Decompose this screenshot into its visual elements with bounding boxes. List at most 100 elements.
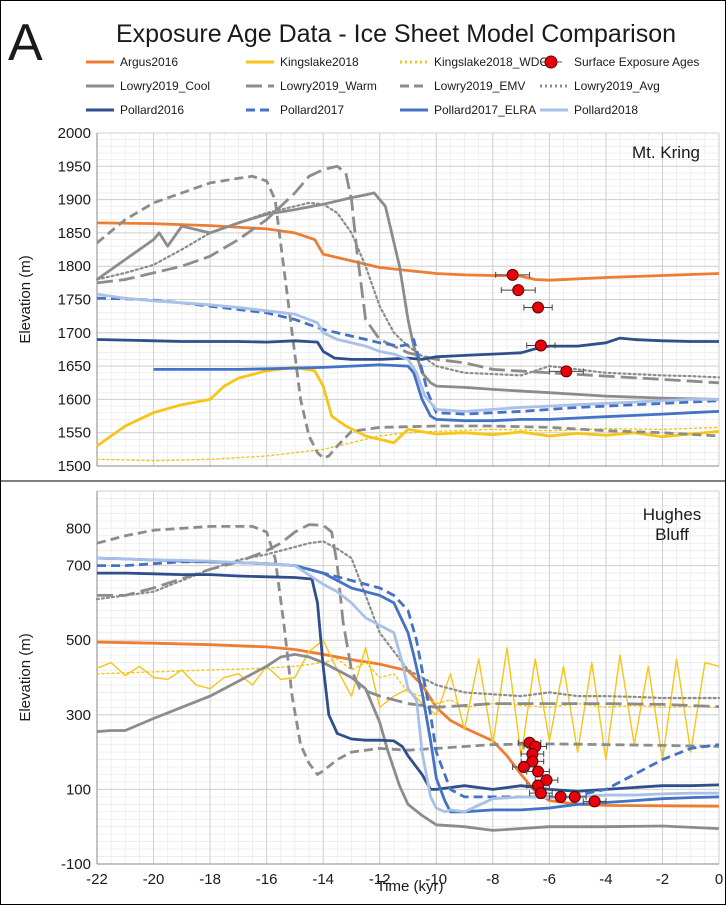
series-line-pollard2017-elra — [153, 363, 720, 423]
y-tick-label: 1550 — [58, 425, 91, 442]
site-label-mt-kring: Mt. Kring — [632, 143, 700, 162]
series-line-pollard2018 — [96, 292, 719, 413]
series-line-pollard2017 — [96, 296, 720, 416]
series-line-kingslake2018 — [96, 365, 720, 448]
x-tick-label: -10 — [425, 871, 447, 888]
exposure-age-point — [588, 795, 601, 808]
y-tick-label: 300 — [66, 707, 91, 724]
legend-item: Surface Exposure Ages — [540, 55, 699, 69]
y-tick-label: 1900 — [58, 192, 91, 209]
series-line-lowry2019-emv — [96, 174, 720, 460]
exposure-age-point — [512, 284, 525, 297]
legend-label: Surface Exposure Ages — [574, 55, 699, 69]
y-tick-label: 1800 — [58, 258, 91, 275]
exposure-age-point — [534, 787, 547, 800]
x-tick-label: -6 — [543, 871, 556, 888]
x-tick-label: -18 — [199, 871, 221, 888]
y-ticks-top: 1500 1550 1600 1650 1700 1750 1800 1850 1900 1950… — [58, 125, 91, 475]
x-tick-label: -8 — [486, 871, 499, 888]
panel-letter: A — [8, 14, 43, 72]
series-line-lowry2019-emv — [96, 525, 720, 776]
legend-label: Lowry2019_Cool — [120, 79, 210, 93]
legend-label: Argus2016 — [120, 55, 178, 69]
exposure-ages-bottom — [512, 736, 607, 808]
legend-item: Pollard2016 — [86, 103, 184, 117]
series-line-lowry2019-avg — [95, 540, 721, 700]
y-tick-label: 1600 — [58, 391, 91, 408]
x-tick-label: -16 — [256, 871, 278, 888]
series-line-pollard2016 — [97, 571, 720, 793]
legend-item: Kingslake2018_WDC — [400, 55, 548, 69]
series-line-lowry2019-warm — [96, 164, 720, 385]
legend-item: Pollard2018 — [540, 103, 638, 117]
x-tick-label: -22 — [86, 871, 108, 888]
exposure-ages-top — [495, 268, 584, 378]
series-top — [95, 164, 721, 462]
exposure-age-point — [506, 268, 519, 281]
legend-label: Pollard2017_ELRA — [434, 103, 536, 117]
grid-top — [96, 132, 720, 467]
x-tick-label: -20 — [143, 871, 165, 888]
site-label-line: Hughes — [643, 505, 702, 524]
y-tick-label: 500 — [66, 632, 91, 649]
y-tick-label: 1750 — [58, 292, 91, 309]
exposure-age-point — [568, 790, 581, 803]
x-tick-label: -2 — [656, 871, 669, 888]
series-line-argus2016 — [96, 221, 720, 282]
y-tick-label: 2000 — [58, 125, 91, 142]
series-line-pollard2016 — [96, 336, 719, 361]
legend-item: Lowry2019_Avg — [540, 79, 660, 93]
legend-label: Lowry2019_Avg — [574, 79, 660, 93]
legend-label: Kingslake2018 — [280, 55, 359, 69]
y-tick-label: 1500 — [58, 458, 91, 475]
y-ticks-bottom: -100 100 300 500 700 800 — [61, 520, 91, 873]
legend-item: Kingslake2018 — [246, 55, 359, 69]
x-tick-label: -14 — [312, 871, 334, 888]
exposure-age-point — [517, 761, 530, 774]
legend-item: Argus2016 — [86, 55, 178, 69]
series-line-lowry2019-cool — [96, 653, 720, 832]
y-tick-label: 800 — [66, 520, 91, 537]
legend-label: Pollard2017 — [280, 103, 344, 117]
legend-label: Pollard2018 — [574, 103, 638, 117]
series-line-argus2016 — [96, 640, 720, 808]
series-line-lowry2019-avg — [95, 201, 721, 379]
y-tick-label: 1650 — [58, 358, 91, 375]
legend-label: Lowry2019_Warm — [280, 79, 377, 93]
legend-label: Pollard2016 — [120, 103, 184, 117]
legend-item: Lowry2019_Warm — [246, 79, 377, 93]
legend-item: Pollard2017 — [246, 103, 344, 117]
x-tick-label: -4 — [599, 871, 612, 888]
exposure-age-point — [532, 301, 545, 314]
legend-item: Lowry2019_Cool — [86, 79, 210, 93]
series-line-kingslake2018-wdc — [96, 658, 720, 708]
legend-item: Lowry2019_EMV — [400, 79, 525, 93]
y-tick-label: 700 — [66, 558, 91, 575]
y-tick-label: 1700 — [58, 325, 91, 342]
exposure-age-point — [560, 365, 573, 378]
y-tick-label: 1850 — [58, 225, 91, 242]
legend-label: Kingslake2018_WDC — [434, 55, 548, 69]
x-tick-label: -12 — [369, 871, 391, 888]
exposure-age-point — [534, 339, 547, 352]
site-label-hughes-bluff: Hughes Bluff — [643, 505, 702, 544]
panel-mt-kring: 1500 1550 1600 1650 1700 1750 1800 1850 1900 1950… — [17, 125, 721, 475]
x-ticks: -22 -20 -18 -16 -14 -12 -10 -8 -6 -4 -2 0 — [86, 871, 723, 888]
legend-item: Pollard2017_ELRA — [400, 103, 536, 117]
y-axis-label-top: Elevation (m) — [17, 255, 34, 343]
x-axis-label: Time (kyr) — [377, 878, 444, 895]
figure-title: Exposure Age Data - Ice Sheet Model Comp… — [116, 20, 676, 48]
y-axis-label-bottom: Elevation (m) — [17, 633, 34, 721]
legend-marker — [544, 55, 558, 69]
x-tick-label: 0 — [715, 871, 723, 888]
legend-label: Lowry2019_EMV — [434, 79, 525, 93]
y-tick-label: -100 — [61, 856, 91, 873]
y-tick-label: 100 — [66, 781, 91, 798]
exposure-age-point — [532, 765, 545, 778]
legend: Argus2016 Kingslake2018 Kingslake2018_WDC S… — [86, 55, 699, 117]
y-tick-label: 1950 — [58, 158, 91, 175]
site-label-line: Bluff — [655, 525, 689, 544]
series-line-lowry2019-cool — [96, 191, 720, 401]
